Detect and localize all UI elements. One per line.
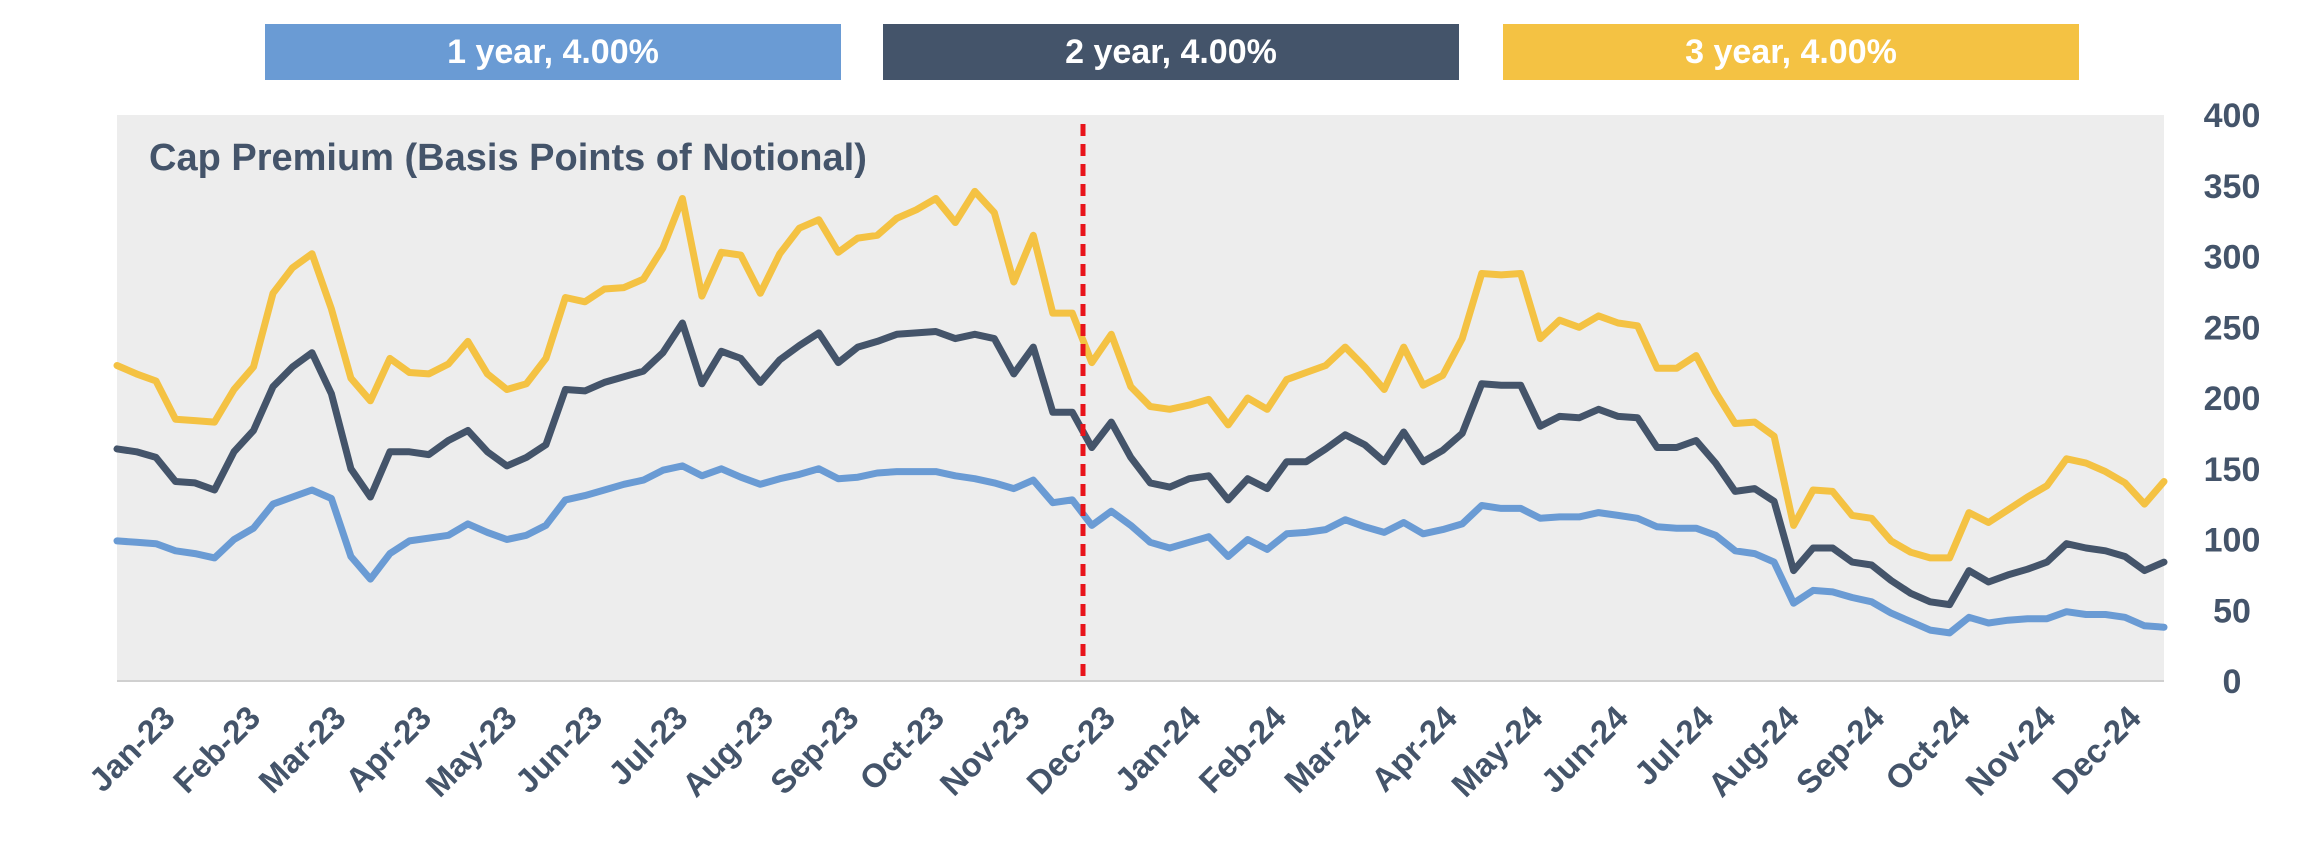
legend: 1 year, 4.00% 2 year, 4.00% 3 year, 4.00… xyxy=(0,24,2298,80)
legend-item-2-year: 2 year, 4.00% xyxy=(883,24,1459,80)
x-tick-label: Jan-24 xyxy=(1107,698,1208,799)
x-tick-label: Oct-24 xyxy=(1878,698,1977,797)
series-line-1 xyxy=(113,462,2168,637)
x-tick-label: Aug-24 xyxy=(1701,698,1807,804)
y-tick-label: 150 xyxy=(2204,451,2261,489)
x-tick-label: May-23 xyxy=(418,699,523,804)
y-axis-ticks: 0 50 100 150 200 250 300 350 400 xyxy=(2204,97,2261,701)
x-tick-label: Dec-23 xyxy=(1019,699,1122,802)
y-tick-label: 300 xyxy=(2204,239,2261,277)
x-tick-label: Dec-24 xyxy=(2045,698,2148,801)
series-line-3 xyxy=(113,187,2168,562)
x-tick-label: Nov-24 xyxy=(1958,698,2062,802)
x-tick-label: Sep-23 xyxy=(763,699,866,802)
legend-item-1-year: 1 year, 4.00% xyxy=(265,24,841,80)
x-tick-label: Mar-23 xyxy=(251,699,352,800)
y-tick-label: 400 xyxy=(2204,97,2261,135)
y-tick-label: 50 xyxy=(2213,592,2251,630)
y-tick-label: 100 xyxy=(2204,522,2261,560)
x-tick-label: Mar-24 xyxy=(1277,698,1379,800)
x-tick-label: Sep-24 xyxy=(1789,698,1892,801)
chart-title: Cap Premium (Basis Points of Notional) xyxy=(149,137,867,179)
legend-item-3-year: 3 year, 4.00% xyxy=(1503,24,2079,80)
series-layer xyxy=(113,187,2168,637)
x-tick-label: Jun-24 xyxy=(1533,698,1635,800)
y-tick-label: 0 xyxy=(2223,663,2242,701)
series-line-2 xyxy=(113,319,2168,609)
y-tick-label: 200 xyxy=(2204,380,2261,418)
x-tick-label: Jun-23 xyxy=(508,699,609,800)
x-tick-label: Aug-23 xyxy=(675,699,780,804)
x-tick-label: May-24 xyxy=(1444,698,1550,804)
x-axis-ticks: Jan-23Feb-23Mar-23Apr-23May-23Jun-23Jul-… xyxy=(82,698,2149,804)
x-tick-label: Oct-23 xyxy=(852,699,951,798)
y-tick-label: 250 xyxy=(2204,309,2261,347)
x-tick-label: Feb-23 xyxy=(166,699,267,800)
x-tick-label: Jan-23 xyxy=(82,699,182,799)
x-tick-label: Feb-24 xyxy=(1192,698,1294,800)
x-tick-label: Nov-23 xyxy=(933,699,1037,803)
y-tick-label: 350 xyxy=(2204,168,2261,206)
